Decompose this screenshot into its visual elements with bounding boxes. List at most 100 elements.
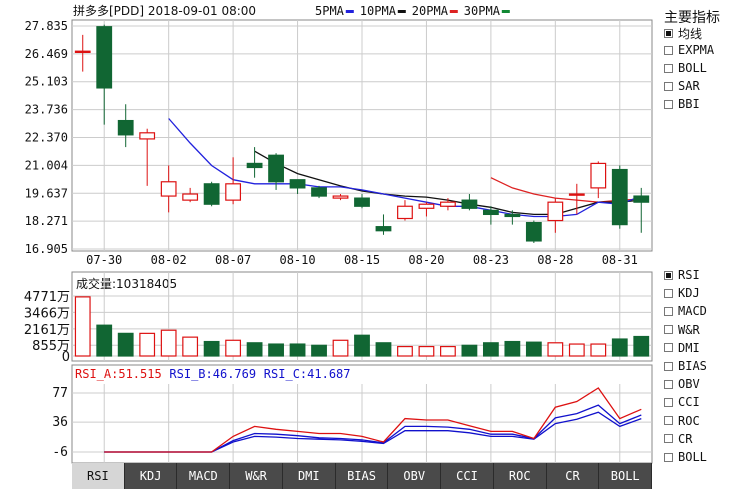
candle-body [354,197,370,207]
tab-cci[interactable]: CCI [441,463,494,489]
price-y-axis: 27.835 26.469 25.103 23.736 22.370 21.004 19.6… [25,19,68,256]
indicator-option-label: BIAS [678,359,707,373]
volume-bar [633,335,650,357]
candle-body [268,154,284,183]
indicator-option-sar[interactable]: SAR [664,79,700,93]
candle-body [332,195,349,199]
checkbox-icon[interactable] [664,29,673,38]
rsi-y-tick: -6 [52,445,68,460]
volume-y-tick: 0 [62,350,70,365]
indicator-option-dmi[interactable]: DMI [664,341,700,355]
indicator-option-cci[interactable]: CCI [664,395,700,409]
tab-bias[interactable]: BIAS [335,463,389,489]
price-x-tick: 08-15 [344,253,380,267]
checkbox-icon[interactable] [664,416,673,426]
candle-body [203,183,220,205]
volume-y-tick: 4771万 [24,290,70,305]
main-indicator-panel: 主要指标 均线 EXPMA BOLL SAR BBI [664,7,748,117]
volume-bar [246,342,263,357]
indicator-option-label: OBV [678,377,700,392]
volume-bar [96,324,113,357]
indicator-option-label: SAR [678,79,700,93]
candle-body [547,201,564,222]
ma-legend-swatch [397,10,406,13]
volume-bar [590,343,607,357]
price-x-tick: 08-28 [537,253,573,267]
volume-bar [182,336,199,357]
candle [311,185,327,199]
checkbox-icon[interactable] [664,397,673,407]
indicator-option-rsi[interactable]: RSI [664,268,700,282]
checkbox-icon[interactable] [664,288,673,298]
volume-y-tick: 2161万 [24,323,70,338]
candle-body [311,187,327,197]
candle-body [96,26,113,89]
rsi-lines [104,387,642,453]
indicator-option-[interactable]: 均线 [664,25,702,42]
checkbox-icon[interactable] [664,343,673,353]
checkbox-icon[interactable] [664,452,673,462]
indicator-option-wr[interactable]: W&R [664,323,700,337]
candle [203,181,220,207]
tab-macd[interactable]: MACD [177,463,231,489]
candle [182,187,199,203]
tab-kdj[interactable]: KDJ [124,463,178,489]
candle [590,161,607,199]
candle [397,200,413,221]
volume-y-tick: 855万 [32,339,70,354]
volume-bars [74,296,650,357]
indicator-option-label: MACD [678,304,707,319]
checkbox-icon[interactable] [664,63,673,73]
candle-body [418,203,435,209]
tab-obv[interactable]: OBV [388,463,442,489]
indicator-option-boll[interactable]: BOLL [664,61,707,75]
tab-boll[interactable]: BOLL [599,463,653,489]
candle-body [397,205,413,220]
price-x-axis: 07-30 08-02 08-07 08-10 08-15 08-20 08-23 08-28… [86,253,638,267]
indicator-option-obv[interactable]: OBV [664,377,700,391]
indicator-option-bbi[interactable]: BBI [664,97,700,111]
volume-bar [375,342,392,357]
indicator-option-label: BOLL [678,450,707,463]
volume-bar [311,344,327,357]
checkbox-icon[interactable] [664,99,673,109]
candle [139,128,156,186]
candle-body [525,221,542,242]
ma-legend-label: 30PMA [464,4,501,18]
checkbox-icon[interactable] [664,81,673,91]
candle [461,194,478,211]
indicator-option-macd[interactable]: MACD [664,304,707,318]
candlesticks [74,24,650,243]
price-y-tick: 27.835 [25,19,68,33]
volume-bar [354,334,370,357]
indicator-option-bias[interactable]: BIAS [664,359,707,373]
checkbox-icon[interactable] [664,306,673,316]
indicator-option-cr[interactable]: CR [664,432,692,446]
tab-dmi[interactable]: DMI [282,463,336,489]
volume-bar [160,329,177,357]
checkbox-icon[interactable] [664,270,673,280]
indicator-option-expma[interactable]: EXPMA [664,43,714,57]
candle-body [246,162,263,169]
candle-body [160,181,177,197]
checkbox-icon[interactable] [664,434,673,444]
checkbox-icon[interactable] [664,361,673,371]
volume-bar [117,332,134,357]
indicator-option-roc[interactable]: ROC [664,414,700,428]
indicator-option-kdj[interactable]: KDJ [664,286,700,300]
tab-rsi[interactable]: RSI [72,463,125,489]
candle [418,202,435,217]
checkbox-icon[interactable] [664,45,673,55]
tab-cr[interactable]: CR [546,463,600,489]
rsi-y-axis: 77 36 -6 [52,386,68,460]
candle-body [139,132,156,140]
tab-wr[interactable]: W&R [230,463,283,489]
candle-body [182,193,199,201]
checkbox-icon[interactable] [664,325,673,335]
price-y-tick: 18.271 [25,214,68,228]
indicator-option-boll[interactable]: BOLL [664,450,707,463]
checkbox-icon[interactable] [664,379,673,389]
volume-bar [482,342,499,357]
tab-roc[interactable]: ROC [493,463,547,489]
